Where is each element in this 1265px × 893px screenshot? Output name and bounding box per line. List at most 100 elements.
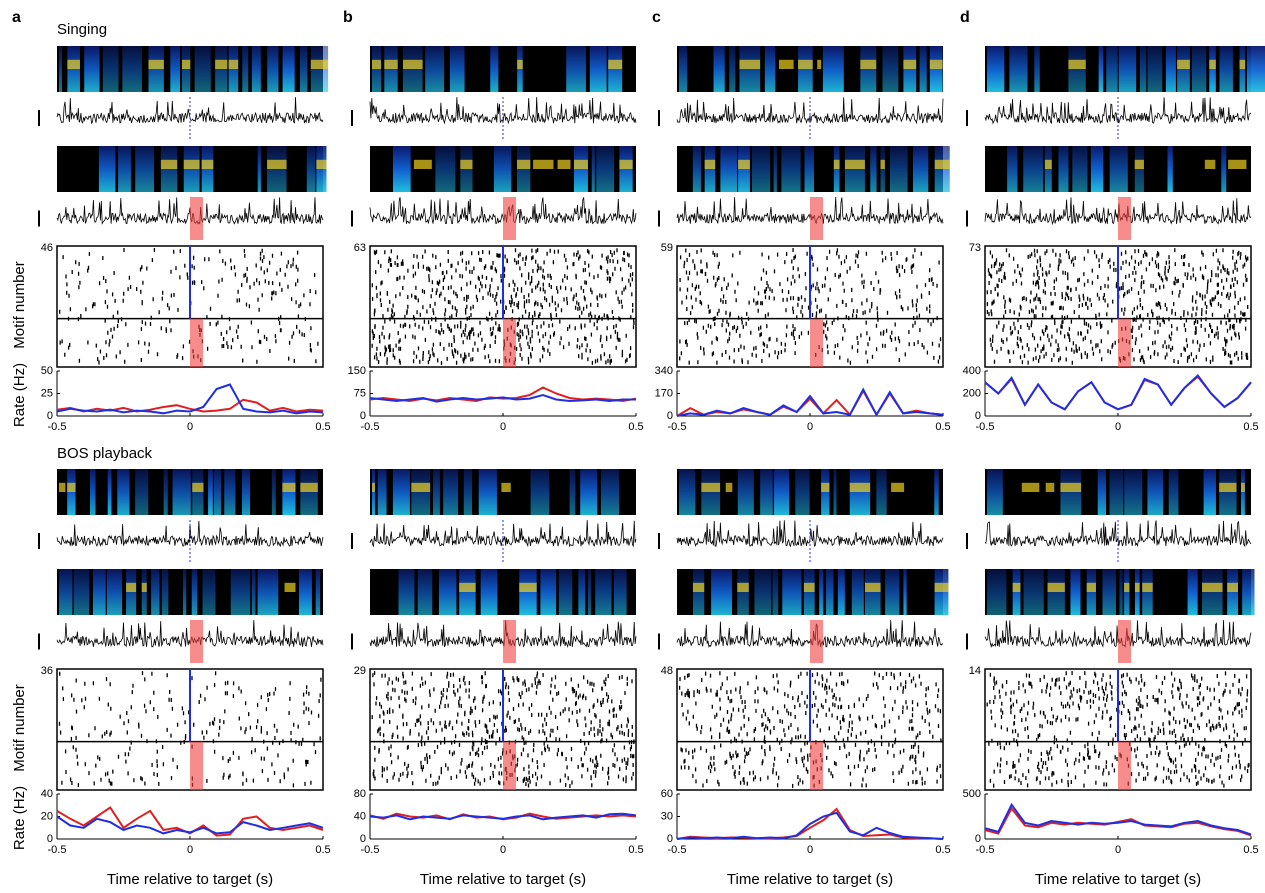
syllable — [1098, 46, 1104, 92]
syllable-hot — [903, 59, 917, 69]
syllable — [282, 46, 295, 92]
target-shade — [810, 620, 823, 663]
syllable — [433, 469, 440, 515]
y-tick-label: 80 — [354, 788, 366, 800]
y-tick-label: 0 — [975, 833, 981, 845]
syllable — [224, 469, 236, 515]
syllable-hot — [1239, 59, 1246, 69]
y-tick-label: 0 — [360, 833, 366, 845]
syllable — [98, 146, 116, 192]
syllable — [1203, 469, 1216, 515]
syllable — [833, 469, 837, 515]
syllable — [837, 569, 845, 615]
syllable — [163, 469, 168, 515]
syllable — [251, 46, 261, 92]
syllable — [89, 469, 96, 515]
x-tick-label: 0.5 — [1243, 421, 1258, 433]
panel-label: a — [12, 9, 21, 26]
syllable-hot — [608, 59, 623, 69]
syllable — [417, 569, 433, 615]
syllable — [1023, 146, 1044, 192]
syllable — [1106, 46, 1118, 92]
syllable — [754, 569, 772, 615]
syllable — [885, 569, 900, 615]
syllable-hot — [1228, 159, 1247, 169]
syllable — [751, 146, 771, 192]
x-tick-label: 0 — [807, 844, 813, 856]
syllable-hot — [459, 582, 476, 592]
voltage-trace — [676, 97, 944, 125]
raster-spikes — [59, 248, 319, 365]
syllable — [1072, 146, 1088, 192]
syllable — [1187, 569, 1198, 615]
syllable — [306, 146, 316, 192]
x-tick-label: -0.5 — [361, 421, 380, 433]
syllable — [781, 146, 801, 192]
y-tick-label: 0 — [47, 410, 53, 422]
syllable-hot — [798, 59, 813, 69]
x-tick-label: 0 — [187, 844, 193, 856]
syllable — [1102, 569, 1116, 615]
syllable — [679, 46, 688, 92]
syllable-hot — [1045, 482, 1055, 492]
raster-spikes — [679, 248, 942, 365]
syllable-hot — [1219, 482, 1237, 492]
syllable-hot — [228, 59, 239, 69]
syllable — [540, 569, 557, 615]
syllable — [208, 469, 213, 515]
y-tick-label: 25 — [41, 387, 53, 399]
syllable — [298, 569, 312, 615]
spectrogram — [985, 46, 1251, 92]
syllable-hot — [282, 482, 296, 492]
syllable — [1007, 146, 1018, 192]
syllable — [566, 46, 586, 92]
syllable-hot — [411, 482, 431, 492]
syllable-hot — [310, 59, 329, 69]
syllable — [135, 146, 155, 192]
syllable — [882, 46, 899, 92]
syllable — [876, 469, 887, 515]
syllable — [242, 46, 249, 92]
syllable — [692, 146, 701, 192]
syllable — [161, 569, 169, 615]
syllable — [760, 469, 773, 515]
target-shade — [190, 741, 203, 790]
syllable — [1097, 469, 1107, 515]
syllable — [729, 46, 736, 92]
y-tick-label: 75 — [354, 387, 366, 399]
y-tick-label: 200 — [963, 387, 981, 399]
syllable — [1023, 569, 1044, 615]
syllable — [59, 46, 63, 92]
rate-line — [56, 815, 324, 835]
target-shade — [190, 620, 203, 663]
rate-line — [984, 374, 1252, 411]
x-tick-label: 0.5 — [935, 421, 950, 433]
syllable — [135, 469, 149, 515]
syllable — [299, 46, 308, 92]
syllable-hot — [460, 159, 473, 169]
syllable — [478, 469, 497, 515]
syllable-hot — [1021, 482, 1040, 492]
syllable-hot — [701, 482, 721, 492]
y-tick-label: 340 — [655, 365, 673, 377]
y-tick-label: 40 — [41, 788, 53, 800]
x-tick-label: 0 — [1115, 421, 1121, 433]
syllable-hot — [779, 59, 794, 69]
target-shade — [503, 197, 516, 240]
rate-line — [56, 383, 324, 415]
x-tick-label: -0.5 — [48, 844, 67, 856]
syllable-hot — [517, 59, 523, 69]
syllable — [241, 469, 251, 515]
syllable-hot — [929, 59, 943, 69]
raster-y-tick-label: 63 — [354, 242, 366, 254]
x-axis-label: Time relative to target (s) — [420, 871, 586, 888]
syllable-hot — [501, 482, 511, 492]
syllable — [851, 569, 864, 615]
syllable-hot — [126, 582, 137, 592]
section-label: BOS playback — [57, 445, 153, 462]
syllable-hot — [267, 159, 287, 169]
syllable — [92, 569, 106, 615]
syllable — [934, 469, 939, 515]
syllable-hot — [1047, 582, 1065, 592]
raster-spikes — [986, 248, 1249, 365]
